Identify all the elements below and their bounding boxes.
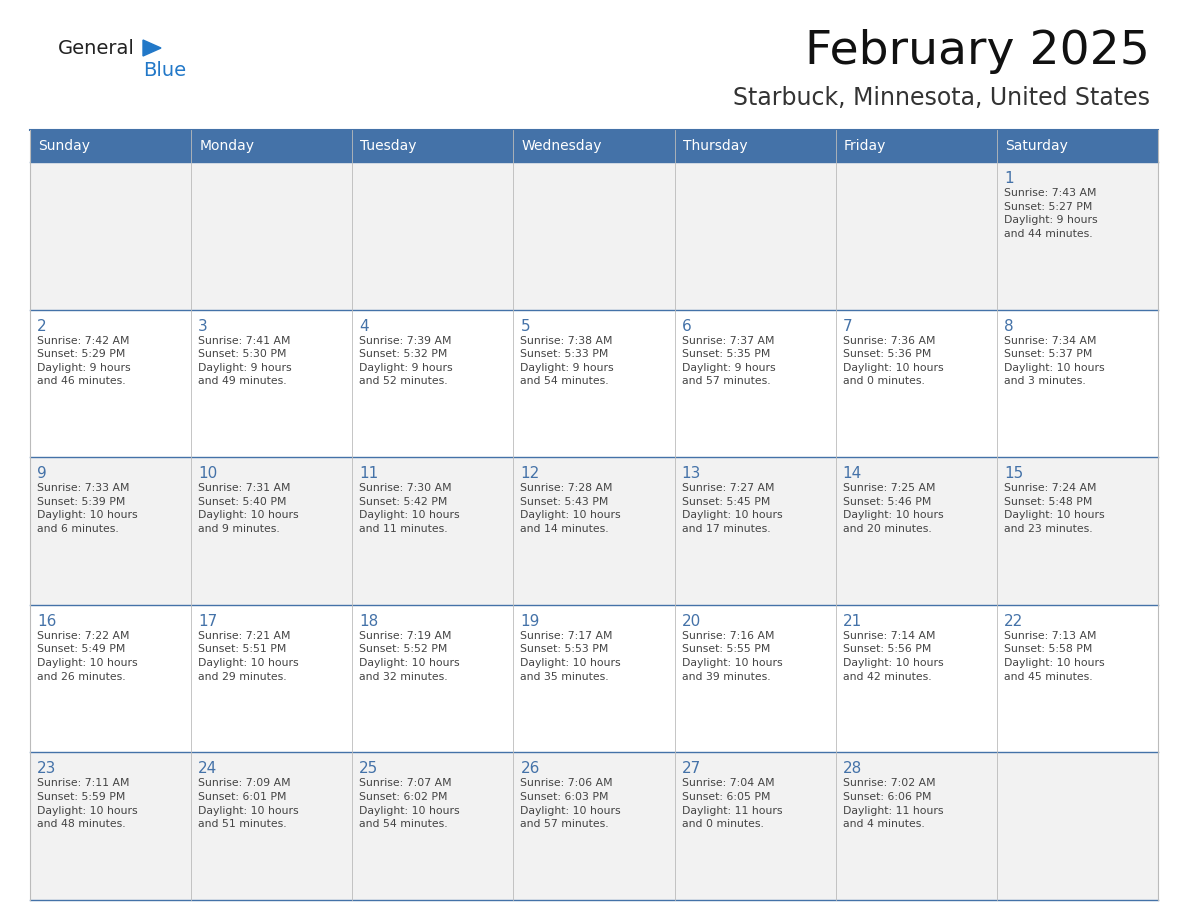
Text: General: General: [58, 39, 135, 58]
Text: Sunrise: 7:37 AM
Sunset: 5:35 PM
Daylight: 9 hours
and 57 minutes.: Sunrise: 7:37 AM Sunset: 5:35 PM Dayligh…: [682, 336, 776, 386]
Text: Sunrise: 7:25 AM
Sunset: 5:46 PM
Daylight: 10 hours
and 20 minutes.: Sunrise: 7:25 AM Sunset: 5:46 PM Dayligh…: [842, 483, 943, 534]
Text: 9: 9: [37, 466, 46, 481]
Text: 10: 10: [198, 466, 217, 481]
Text: 15: 15: [1004, 466, 1023, 481]
Text: Sunrise: 7:17 AM
Sunset: 5:53 PM
Daylight: 10 hours
and 35 minutes.: Sunrise: 7:17 AM Sunset: 5:53 PM Dayligh…: [520, 631, 621, 681]
Text: Sunrise: 7:04 AM
Sunset: 6:05 PM
Daylight: 11 hours
and 0 minutes.: Sunrise: 7:04 AM Sunset: 6:05 PM Dayligh…: [682, 778, 782, 829]
Text: Sunrise: 7:09 AM
Sunset: 6:01 PM
Daylight: 10 hours
and 51 minutes.: Sunrise: 7:09 AM Sunset: 6:01 PM Dayligh…: [198, 778, 298, 829]
Text: Sunrise: 7:41 AM
Sunset: 5:30 PM
Daylight: 9 hours
and 49 minutes.: Sunrise: 7:41 AM Sunset: 5:30 PM Dayligh…: [198, 336, 292, 386]
Text: Sunrise: 7:27 AM
Sunset: 5:45 PM
Daylight: 10 hours
and 17 minutes.: Sunrise: 7:27 AM Sunset: 5:45 PM Dayligh…: [682, 483, 782, 534]
Bar: [835, 130, 997, 162]
Text: 3: 3: [198, 319, 208, 333]
Text: 24: 24: [198, 761, 217, 777]
Text: Sunrise: 7:33 AM
Sunset: 5:39 PM
Daylight: 10 hours
and 6 minutes.: Sunrise: 7:33 AM Sunset: 5:39 PM Dayligh…: [37, 483, 138, 534]
Text: 4: 4: [359, 319, 369, 333]
Text: 2: 2: [37, 319, 46, 333]
Text: Sunrise: 7:43 AM
Sunset: 5:27 PM
Daylight: 9 hours
and 44 minutes.: Sunrise: 7:43 AM Sunset: 5:27 PM Dayligh…: [1004, 188, 1098, 239]
Text: 26: 26: [520, 761, 539, 777]
Text: 22: 22: [1004, 614, 1023, 629]
Text: February 2025: February 2025: [805, 29, 1150, 74]
Text: Monday: Monday: [200, 139, 254, 153]
Bar: [675, 130, 835, 162]
Text: 13: 13: [682, 466, 701, 481]
Text: Sunrise: 7:21 AM
Sunset: 5:51 PM
Daylight: 10 hours
and 29 minutes.: Sunrise: 7:21 AM Sunset: 5:51 PM Dayligh…: [198, 631, 298, 681]
Text: 11: 11: [359, 466, 379, 481]
Text: Sunrise: 7:11 AM
Sunset: 5:59 PM
Daylight: 10 hours
and 48 minutes.: Sunrise: 7:11 AM Sunset: 5:59 PM Dayligh…: [37, 778, 138, 829]
Text: Tuesday: Tuesday: [360, 139, 417, 153]
Text: 5: 5: [520, 319, 530, 333]
Bar: [30, 605, 1158, 753]
Text: 7: 7: [842, 319, 852, 333]
Text: 14: 14: [842, 466, 862, 481]
Text: Sunrise: 7:22 AM
Sunset: 5:49 PM
Daylight: 10 hours
and 26 minutes.: Sunrise: 7:22 AM Sunset: 5:49 PM Dayligh…: [37, 631, 138, 681]
Bar: [30, 162, 1158, 309]
Text: Sunrise: 7:30 AM
Sunset: 5:42 PM
Daylight: 10 hours
and 11 minutes.: Sunrise: 7:30 AM Sunset: 5:42 PM Dayligh…: [359, 483, 460, 534]
Bar: [997, 130, 1158, 162]
Polygon shape: [143, 40, 162, 56]
Text: 20: 20: [682, 614, 701, 629]
Text: Sunrise: 7:14 AM
Sunset: 5:56 PM
Daylight: 10 hours
and 42 minutes.: Sunrise: 7:14 AM Sunset: 5:56 PM Dayligh…: [842, 631, 943, 681]
Text: Sunrise: 7:02 AM
Sunset: 6:06 PM
Daylight: 11 hours
and 4 minutes.: Sunrise: 7:02 AM Sunset: 6:06 PM Dayligh…: [842, 778, 943, 829]
Text: 21: 21: [842, 614, 862, 629]
Text: 16: 16: [37, 614, 56, 629]
Text: 1: 1: [1004, 171, 1013, 186]
Bar: [30, 130, 191, 162]
Text: Sunrise: 7:28 AM
Sunset: 5:43 PM
Daylight: 10 hours
and 14 minutes.: Sunrise: 7:28 AM Sunset: 5:43 PM Dayligh…: [520, 483, 621, 534]
Bar: [30, 309, 1158, 457]
Text: Sunday: Sunday: [38, 139, 90, 153]
Text: Sunrise: 7:34 AM
Sunset: 5:37 PM
Daylight: 10 hours
and 3 minutes.: Sunrise: 7:34 AM Sunset: 5:37 PM Dayligh…: [1004, 336, 1105, 386]
Text: Sunrise: 7:24 AM
Sunset: 5:48 PM
Daylight: 10 hours
and 23 minutes.: Sunrise: 7:24 AM Sunset: 5:48 PM Dayligh…: [1004, 483, 1105, 534]
Text: Sunrise: 7:39 AM
Sunset: 5:32 PM
Daylight: 9 hours
and 52 minutes.: Sunrise: 7:39 AM Sunset: 5:32 PM Dayligh…: [359, 336, 453, 386]
Text: 19: 19: [520, 614, 539, 629]
Text: 23: 23: [37, 761, 56, 777]
Text: Sunrise: 7:36 AM
Sunset: 5:36 PM
Daylight: 10 hours
and 0 minutes.: Sunrise: 7:36 AM Sunset: 5:36 PM Dayligh…: [842, 336, 943, 386]
Bar: [30, 457, 1158, 605]
Text: 8: 8: [1004, 319, 1013, 333]
Text: Blue: Blue: [143, 61, 187, 80]
Text: 18: 18: [359, 614, 379, 629]
Bar: [353, 130, 513, 162]
Text: 12: 12: [520, 466, 539, 481]
Bar: [30, 753, 1158, 900]
Text: Sunrise: 7:13 AM
Sunset: 5:58 PM
Daylight: 10 hours
and 45 minutes.: Sunrise: 7:13 AM Sunset: 5:58 PM Dayligh…: [1004, 631, 1105, 681]
Text: Wednesday: Wednesday: [522, 139, 602, 153]
Text: Sunrise: 7:38 AM
Sunset: 5:33 PM
Daylight: 9 hours
and 54 minutes.: Sunrise: 7:38 AM Sunset: 5:33 PM Dayligh…: [520, 336, 614, 386]
Text: Sunrise: 7:06 AM
Sunset: 6:03 PM
Daylight: 10 hours
and 57 minutes.: Sunrise: 7:06 AM Sunset: 6:03 PM Dayligh…: [520, 778, 621, 829]
Bar: [191, 130, 353, 162]
Text: 6: 6: [682, 319, 691, 333]
Text: Friday: Friday: [843, 139, 886, 153]
Text: Thursday: Thursday: [683, 139, 747, 153]
Bar: [513, 130, 675, 162]
Text: Sunrise: 7:07 AM
Sunset: 6:02 PM
Daylight: 10 hours
and 54 minutes.: Sunrise: 7:07 AM Sunset: 6:02 PM Dayligh…: [359, 778, 460, 829]
Text: 25: 25: [359, 761, 379, 777]
Text: Sunrise: 7:19 AM
Sunset: 5:52 PM
Daylight: 10 hours
and 32 minutes.: Sunrise: 7:19 AM Sunset: 5:52 PM Dayligh…: [359, 631, 460, 681]
Text: Sunrise: 7:16 AM
Sunset: 5:55 PM
Daylight: 10 hours
and 39 minutes.: Sunrise: 7:16 AM Sunset: 5:55 PM Dayligh…: [682, 631, 782, 681]
Text: 28: 28: [842, 761, 862, 777]
Text: Sunrise: 7:31 AM
Sunset: 5:40 PM
Daylight: 10 hours
and 9 minutes.: Sunrise: 7:31 AM Sunset: 5:40 PM Dayligh…: [198, 483, 298, 534]
Text: Starbuck, Minnesota, United States: Starbuck, Minnesota, United States: [733, 86, 1150, 110]
Text: Saturday: Saturday: [1005, 139, 1068, 153]
Text: 17: 17: [198, 614, 217, 629]
Text: 27: 27: [682, 761, 701, 777]
Text: Sunrise: 7:42 AM
Sunset: 5:29 PM
Daylight: 9 hours
and 46 minutes.: Sunrise: 7:42 AM Sunset: 5:29 PM Dayligh…: [37, 336, 131, 386]
